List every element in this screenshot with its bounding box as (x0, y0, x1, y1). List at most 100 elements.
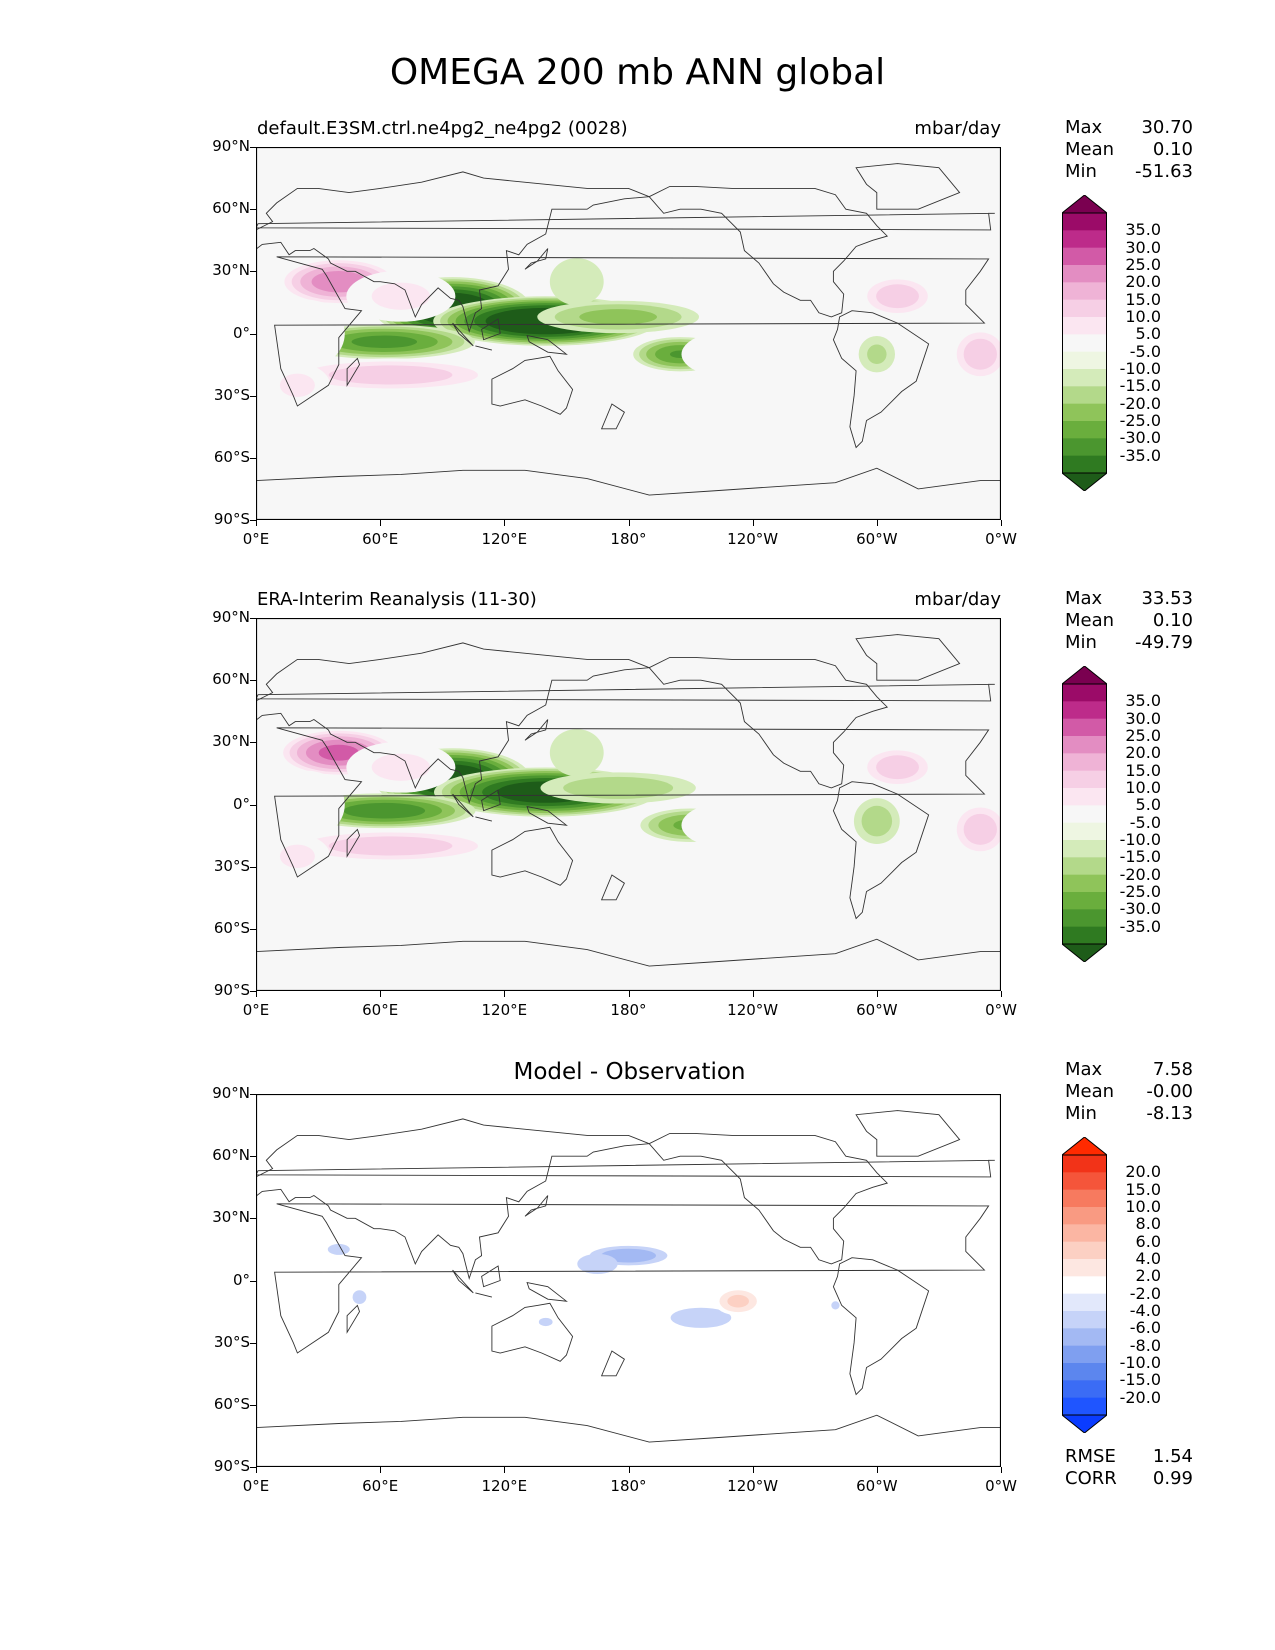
coastline (600, 874, 625, 901)
y-tick (250, 1156, 256, 1158)
stat-label: Mean (1065, 610, 1115, 631)
colorbar-tick-label: -6.0 (1129, 1318, 1161, 1338)
y-tick (250, 457, 256, 459)
coastline (346, 357, 360, 387)
metrics-box: RMSE 1.54 CORR 0.99 (1065, 1446, 1193, 1490)
y-tick-label: 90°S (213, 981, 250, 999)
y-tick-label: 30°N (212, 732, 250, 751)
contour-region (861, 805, 893, 837)
x-tick (504, 991, 506, 997)
y-tick (250, 866, 256, 868)
x-tick-label: 120°W (727, 1001, 779, 1019)
coastline (256, 1414, 1001, 1467)
contour-region (698, 746, 746, 780)
x-tick-label: 120°E (481, 530, 528, 548)
stat-value: 33.53 (1141, 588, 1193, 609)
colorbar-tick-label: -15.0 (1119, 1370, 1161, 1390)
x-tick (1001, 991, 1002, 997)
contour-region (679, 1236, 702, 1251)
panel-units: mbar/day (914, 118, 1001, 139)
contour-region (698, 275, 746, 309)
contour-region (965, 1286, 975, 1295)
y-tick-label: 30°S (213, 856, 250, 875)
coastline (346, 828, 360, 858)
colorbar-tick-label: -10.0 (1119, 830, 1161, 849)
contour-region (577, 1253, 618, 1275)
x-tick (628, 520, 630, 526)
x-tick (876, 991, 878, 997)
stat-value: -49.79 (1134, 632, 1193, 653)
panel-title: Model - Observation (513, 1059, 746, 1085)
colorbar-tick-label: 25.0 (1125, 255, 1161, 274)
y-tick-label: 0° (232, 794, 250, 813)
stat-value: 30.70 (1141, 117, 1193, 138)
stat-label: Min (1065, 632, 1097, 653)
y-tick (250, 1280, 256, 1282)
colorbar-tick-label: -35.0 (1119, 445, 1161, 465)
contour-region (279, 373, 315, 397)
y-tick-label: 60°N (212, 670, 250, 689)
coastline (274, 727, 990, 878)
y-tick (250, 1094, 256, 1095)
x-tick-label: 120°W (727, 1477, 779, 1495)
x-tick-label: 120°E (481, 1477, 528, 1495)
contour-region (352, 1290, 367, 1304)
colorbar-tick-label: -20.0 (1119, 1387, 1161, 1407)
coastline (524, 248, 549, 270)
contour-region (328, 836, 453, 856)
coastline (256, 212, 995, 231)
colorbar-tick-label: -4.0 (1129, 1301, 1161, 1320)
colorbar-tick-label: 2.0 (1135, 1266, 1161, 1286)
x-tick-label: 60°E (362, 530, 399, 548)
contour-region (475, 1272, 492, 1289)
coastline (855, 163, 961, 210)
y-tick (250, 1467, 256, 1468)
colorbar-tick-label: -30.0 (1119, 428, 1161, 448)
coastline (491, 1302, 574, 1362)
y-tick-label: 60°S (213, 447, 250, 466)
contour-region (555, 1291, 578, 1303)
x-tick (256, 520, 257, 526)
colorbar-tick-label: 5.0 (1135, 324, 1161, 344)
y-tick-label: 30°N (212, 1208, 250, 1227)
colorbar-tick-label: 20.0 (1125, 272, 1161, 292)
contour-region (635, 1268, 663, 1293)
colorbar-tick-label: 35.0 (1125, 220, 1161, 240)
coastline (491, 355, 574, 415)
y-tick-label: 90°S (213, 510, 250, 528)
y-tick-label: 30°N (212, 261, 250, 280)
metric-label: CORR (1065, 1468, 1117, 1489)
x-tick-label: 60°E (362, 1001, 399, 1019)
coastline (648, 1132, 889, 1265)
coastline (452, 1269, 474, 1294)
map-plot (256, 147, 1001, 520)
x-tick (628, 991, 630, 997)
coastline (256, 1159, 995, 1178)
coastline (855, 1110, 961, 1157)
y-tick (250, 1342, 256, 1344)
coastline (832, 310, 930, 449)
stat-label: Min (1065, 1103, 1097, 1124)
y-tick (250, 395, 256, 397)
panel-title: ERA-Interim Reanalysis (11-30) (257, 589, 537, 610)
y-tick (250, 209, 256, 211)
coastline (481, 789, 501, 812)
colorbar (1062, 1137, 1107, 1433)
contour-region (328, 365, 453, 385)
coastline (481, 1265, 501, 1288)
x-tick (380, 991, 382, 997)
x-tick-label: 60°W (856, 1477, 898, 1495)
contour-region (876, 1272, 899, 1289)
y-tick (250, 928, 256, 930)
coastline (256, 683, 995, 702)
coastline (256, 171, 650, 333)
x-tick-label: 0°W (985, 1477, 1017, 1495)
contour-region (538, 1317, 553, 1327)
x-tick (752, 520, 754, 526)
colorbar-tick-label: 30.0 (1125, 237, 1161, 257)
x-tick (876, 520, 878, 526)
contour-region (963, 813, 997, 845)
colorbar-tick-label: 15.0 (1125, 1179, 1161, 1199)
x-tick (752, 991, 754, 997)
x-tick (380, 1467, 382, 1473)
